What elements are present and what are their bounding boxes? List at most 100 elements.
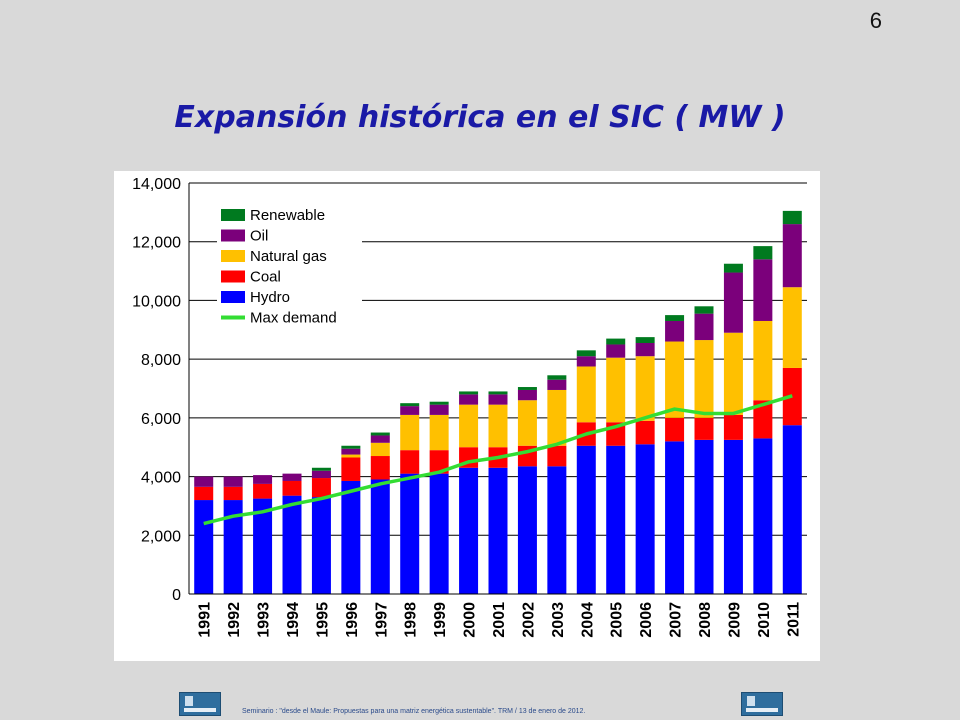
bar-coal-1997 — [370, 456, 390, 480]
stacked-bar-chart: 0 2,000 4,000 6,000 8,000 10,000 12,000 14,000 1… — [132, 176, 807, 638]
x-tick-label: 1999 — [432, 602, 449, 638]
legend-label-max-demand: Max demand — [250, 310, 337, 327]
slide-number: 6 — [869, 8, 882, 33]
legend-swatch-natural-gas — [221, 250, 245, 262]
bar-coal-1998 — [400, 450, 420, 474]
bar-natural-gas-2011 — [782, 287, 802, 368]
y-tick-label: 14,000 — [132, 176, 181, 193]
bar-oil-1996 — [341, 448, 361, 455]
legend-label-oil: Oil — [250, 228, 268, 245]
bar-natural-gas-2002 — [517, 400, 537, 446]
x-tick-label: 2000 — [462, 602, 479, 638]
slide-title: Expansión histórica en el SIC ( MW ) — [174, 100, 786, 135]
bar-oil-2003 — [547, 379, 567, 390]
bar-hydro-1994 — [282, 495, 302, 594]
bar-hydro-1992 — [223, 500, 243, 594]
bar-oil-1997 — [370, 435, 390, 443]
legend-label-natural-gas: Natural gas — [250, 248, 327, 265]
bar-natural-gas-1997 — [370, 442, 390, 457]
bar-hydro-2002 — [517, 466, 537, 594]
bar-coal-2008 — [694, 417, 714, 440]
bar-renewable-2003 — [547, 375, 567, 380]
x-tick-label: 1994 — [285, 602, 302, 638]
bar-hydro-2001 — [488, 467, 508, 594]
x-tick-label: 2010 — [756, 602, 773, 638]
bar-oil-1991 — [194, 476, 214, 487]
bar-hydro-2000 — [459, 467, 479, 594]
bar-renewable-2005 — [606, 338, 626, 345]
bar-oil-2001 — [488, 394, 508, 405]
bar-renewable-2000 — [459, 391, 479, 395]
x-tick-label: 2003 — [550, 602, 567, 638]
bar-renewable-1998 — [400, 403, 420, 407]
bar-hydro-1996 — [341, 480, 361, 594]
bar-hydro-2005 — [606, 445, 626, 594]
y-tick-label: 6,000 — [141, 411, 181, 428]
x-tick-label: 2004 — [579, 602, 596, 638]
bar-natural-gas-2006 — [635, 356, 655, 421]
bar-coal-1995 — [311, 478, 331, 498]
legend-swatch-coal — [221, 270, 245, 283]
bar-hydro-2007 — [665, 441, 685, 594]
y-tick-label: 8,000 — [141, 352, 181, 369]
legend-swatch-hydro — [221, 291, 245, 303]
bar-renewable-1996 — [341, 445, 361, 449]
bar-natural-gas-2007 — [665, 341, 685, 418]
x-tick-label: 1995 — [314, 602, 331, 638]
bar-renewable-2006 — [635, 337, 655, 343]
bar-oil-2007 — [665, 320, 685, 342]
bar-coal-2006 — [635, 420, 655, 445]
legend-label-hydro: Hydro — [250, 289, 290, 306]
bar-natural-gas-1996 — [341, 454, 361, 458]
bar-oil-2002 — [517, 389, 537, 401]
bar-coal-1993 — [253, 483, 273, 499]
bar-natural-gas-2008 — [694, 340, 714, 418]
bar-natural-gas-2003 — [547, 389, 567, 446]
x-tick-label: 1993 — [256, 602, 273, 638]
bar-oil-2000 — [459, 394, 479, 405]
bar-oil-1998 — [400, 406, 420, 415]
bar-oil-1992 — [223, 476, 243, 487]
bar-hydro-1999 — [429, 473, 449, 594]
ministry-logo-right — [741, 692, 783, 716]
y-tick-label: 4,000 — [141, 470, 181, 487]
bar-coal-1991 — [194, 486, 214, 501]
legend-swatch-renewable — [221, 209, 245, 221]
bar-hydro-1997 — [370, 479, 390, 594]
x-tick-label: 2006 — [638, 602, 655, 638]
bar-hydro-2003 — [547, 466, 567, 594]
bar-oil-1999 — [429, 404, 449, 415]
y-tick-label: 2,000 — [141, 528, 181, 545]
x-tick-label: 1992 — [226, 602, 243, 638]
bar-hydro-1998 — [400, 473, 420, 594]
x-tick-label: 2008 — [697, 602, 714, 638]
bar-coal-1999 — [429, 450, 449, 474]
bar-renewable-2009 — [723, 263, 743, 273]
bar-coal-2010 — [753, 400, 773, 439]
x-tick-label: 1998 — [403, 602, 420, 638]
x-tick-label: 1996 — [344, 602, 361, 638]
bar-renewable-1999 — [429, 401, 449, 405]
bar-natural-gas-2000 — [459, 404, 479, 448]
bar-coal-1996 — [341, 457, 361, 481]
bar-coal-1992 — [223, 486, 243, 501]
bar-renewable-2007 — [665, 315, 685, 321]
bar-renewable-2008 — [694, 306, 714, 314]
bar-natural-gas-2004 — [576, 366, 596, 423]
bar-renewable-2001 — [488, 391, 508, 395]
bar-renewable-2010 — [753, 246, 773, 260]
bar-oil-2011 — [782, 224, 802, 288]
bar-renewable-2004 — [576, 350, 596, 357]
bar-hydro-1991 — [194, 500, 214, 594]
bar-renewable-2002 — [517, 387, 537, 390]
bar-renewable-1997 — [370, 432, 390, 436]
bar-oil-1994 — [282, 473, 302, 481]
bar-hydro-2004 — [576, 445, 596, 594]
x-tick-label: 2011 — [785, 602, 802, 637]
bar-hydro-1995 — [311, 497, 331, 594]
bar-natural-gas-2005 — [606, 357, 626, 423]
bar-oil-2005 — [606, 344, 626, 358]
bar-coal-2003 — [547, 445, 567, 467]
bar-oil-2008 — [694, 313, 714, 341]
x-tick-label: 2005 — [609, 602, 626, 638]
